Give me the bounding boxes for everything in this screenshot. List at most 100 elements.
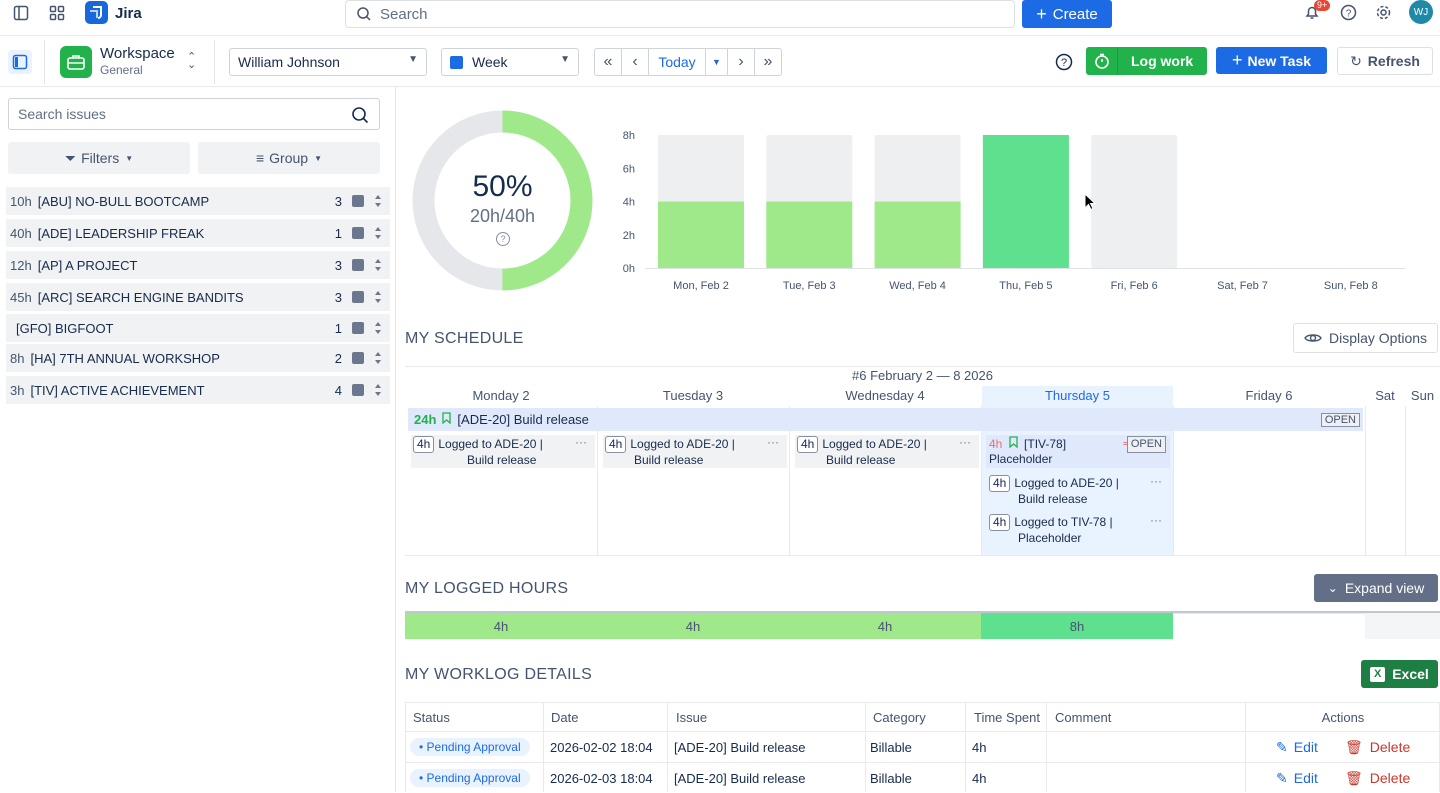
project-row[interactable]: 10h [ABU] NO-BULL BOOTCAMP 3 bbox=[6, 187, 390, 215]
workspace-title[interactable]: Workspace bbox=[100, 45, 175, 62]
display-options-button[interactable]: Display Options bbox=[1293, 323, 1438, 353]
expand-view-label: Expand view bbox=[1344, 580, 1425, 596]
period-select[interactable]: Week ▼ bbox=[441, 48, 579, 76]
column-header-issue[interactable]: Issue bbox=[676, 709, 708, 725]
project-issue-count: 3 bbox=[334, 257, 342, 273]
project-row[interactable]: 8h [HA] 7TH ANNUAL WORKSHOP 2 bbox=[6, 344, 390, 372]
task-span-bar[interactable]: 24h [ADE-20] Build release ═ OPEN bbox=[408, 408, 1363, 431]
edit-button[interactable]: ✎ Edit bbox=[1276, 732, 1318, 762]
chevron-down-icon: ▼ bbox=[125, 153, 134, 163]
sidebar-toggle-icon[interactable] bbox=[10, 4, 32, 22]
workspace-briefcase-icon[interactable] bbox=[60, 46, 92, 78]
worklog-card[interactable]: 4h Logged to ADE-20 | Build release ··· bbox=[603, 435, 787, 468]
select-all-checkbox-icon[interactable] bbox=[352, 227, 364, 239]
logged-hours-section-title: MY LOGGED HOURS bbox=[405, 580, 569, 597]
task-card[interactable]: 4h [TIV-78] ═ OPEN Placeholder bbox=[986, 435, 1170, 468]
project-row[interactable]: 40h [ADE] LEADERSHIP FREAK 1 bbox=[6, 219, 390, 247]
logged-hours-bar[interactable] bbox=[982, 135, 1069, 268]
select-all-checkbox-icon[interactable] bbox=[352, 291, 364, 303]
logged-hours-bar[interactable] bbox=[658, 201, 744, 269]
settings-gear-icon[interactable] bbox=[1373, 2, 1393, 22]
project-hours: 10h bbox=[10, 193, 32, 209]
sort-icon[interactable] bbox=[374, 383, 382, 397]
new-task-button[interactable]: + New Task bbox=[1216, 47, 1327, 74]
project-row[interactable]: 45h [ARC] SEARCH ENGINE BANDITS 3 bbox=[6, 283, 390, 311]
logged-hours-cell-weekend bbox=[1365, 613, 1440, 639]
more-options-icon[interactable]: ··· bbox=[959, 435, 971, 449]
more-options-icon[interactable]: ··· bbox=[1150, 513, 1162, 527]
toolbar-help-icon[interactable]: ? bbox=[1054, 52, 1074, 72]
log-work-button[interactable]: Log work bbox=[1086, 47, 1207, 75]
today-button[interactable]: Today bbox=[649, 49, 706, 75]
select-all-checkbox-icon[interactable] bbox=[352, 322, 364, 334]
sort-icon[interactable] bbox=[374, 226, 382, 240]
sort-icon[interactable] bbox=[374, 321, 382, 335]
excel-export-button[interactable]: X Excel bbox=[1361, 660, 1438, 688]
table-row-status: • Pending Approval bbox=[410, 763, 530, 793]
create-button[interactable]: + Create bbox=[1022, 0, 1112, 28]
delete-button[interactable]: 🗑 Delete bbox=[1345, 763, 1410, 793]
worklog-card[interactable]: 4h Logged to TIV-78 | Placeholder ··· bbox=[986, 513, 1170, 546]
column-header-comment[interactable]: Comment bbox=[1055, 709, 1112, 725]
table-row-category: Billable bbox=[870, 770, 912, 786]
search-icon bbox=[352, 107, 369, 124]
select-all-checkbox-icon[interactable] bbox=[352, 384, 364, 396]
worklog-card[interactable]: 4h Logged to ADE-20 | Build release ··· bbox=[986, 474, 1170, 507]
app-name[interactable]: Jira bbox=[115, 5, 142, 22]
svg-text:?: ? bbox=[1061, 57, 1067, 69]
filters-button[interactable]: ⏷ Filters ▼ bbox=[8, 142, 190, 174]
worklog-card[interactable]: 4h Logged to ADE-20 | Build release ··· bbox=[411, 435, 595, 468]
sort-icon[interactable] bbox=[374, 194, 382, 208]
table-row-category: Billable bbox=[870, 739, 912, 755]
table-row-issue[interactable]: [ADE-20] Build release bbox=[674, 770, 806, 786]
workspace-switch-chevron-icon[interactable]: ⌃ ⌄ bbox=[187, 51, 197, 71]
group-button[interactable]: ≡ Group ▼ bbox=[198, 142, 380, 174]
issue-search-input[interactable]: Search issues bbox=[8, 98, 380, 130]
previous-icon[interactable]: ‹ bbox=[622, 49, 649, 75]
help-icon[interactable]: ? bbox=[496, 232, 510, 246]
notifications-bell-icon[interactable] bbox=[1302, 2, 1322, 22]
help-icon[interactable]: ? bbox=[1338, 2, 1358, 22]
select-all-checkbox-icon[interactable] bbox=[352, 195, 364, 207]
project-row[interactable]: 3h [TIV] ACTIVE ACHIEVEMENT 4 bbox=[6, 376, 390, 404]
project-row[interactable]: [GFO] BIGFOOT 1 bbox=[6, 314, 390, 342]
column-header-date[interactable]: Date bbox=[551, 709, 579, 725]
x-tick-label: Thu, Feb 5 bbox=[999, 280, 1052, 292]
next-icon[interactable]: › bbox=[728, 49, 755, 75]
delete-button[interactable]: 🗑 Delete bbox=[1345, 732, 1410, 762]
table-row-issue[interactable]: [ADE-20] Build release bbox=[674, 739, 806, 755]
project-hours: 40h bbox=[10, 225, 32, 241]
select-all-checkbox-icon[interactable] bbox=[352, 259, 364, 271]
more-options-icon[interactable]: ··· bbox=[575, 435, 587, 449]
logged-hours-bar[interactable] bbox=[874, 201, 961, 269]
worklog-card[interactable]: 4h Logged to ADE-20 | Build release ··· bbox=[795, 435, 979, 468]
panel-toggle-icon[interactable] bbox=[8, 50, 32, 74]
column-header-time-spent[interactable]: Time Spent bbox=[974, 709, 1040, 725]
sort-icon[interactable] bbox=[374, 290, 382, 304]
x-tick-label: Mon, Feb 2 bbox=[673, 280, 729, 292]
sort-icon[interactable] bbox=[374, 258, 382, 272]
more-options-icon[interactable]: ··· bbox=[767, 435, 779, 449]
last-page-icon[interactable]: » bbox=[763, 53, 773, 70]
column-header-status[interactable]: Status bbox=[413, 709, 450, 725]
worklog-hours-tag: 4h bbox=[989, 514, 1011, 531]
user-select[interactable]: William Johnson ▼ bbox=[229, 48, 427, 76]
logged-hours-bar[interactable] bbox=[766, 201, 853, 269]
refresh-button[interactable]: ↻ Refresh bbox=[1337, 47, 1433, 75]
toolbar-divider bbox=[214, 40, 215, 84]
edit-button[interactable]: ✎ Edit bbox=[1276, 763, 1318, 793]
sort-icon[interactable] bbox=[374, 351, 382, 365]
user-avatar[interactable]: WJ bbox=[1409, 0, 1433, 24]
select-all-checkbox-icon[interactable] bbox=[352, 352, 364, 364]
worklog-hours-tag: 4h bbox=[989, 475, 1011, 492]
table-row-border bbox=[405, 762, 1440, 763]
expand-view-button[interactable]: ⌄ Expand view bbox=[1314, 574, 1438, 602]
jira-logo-icon[interactable] bbox=[85, 1, 108, 24]
global-search-input[interactable]: Search bbox=[345, 0, 1015, 28]
column-header-category[interactable]: Category bbox=[873, 709, 926, 725]
app-switcher-icon[interactable] bbox=[46, 4, 68, 22]
today-dropdown-icon[interactable]: ▼ bbox=[706, 49, 728, 75]
more-options-icon[interactable]: ··· bbox=[1150, 474, 1162, 488]
first-page-icon[interactable]: « bbox=[595, 49, 622, 75]
project-row[interactable]: 12h [AP] A PROJECT 3 bbox=[6, 251, 390, 279]
